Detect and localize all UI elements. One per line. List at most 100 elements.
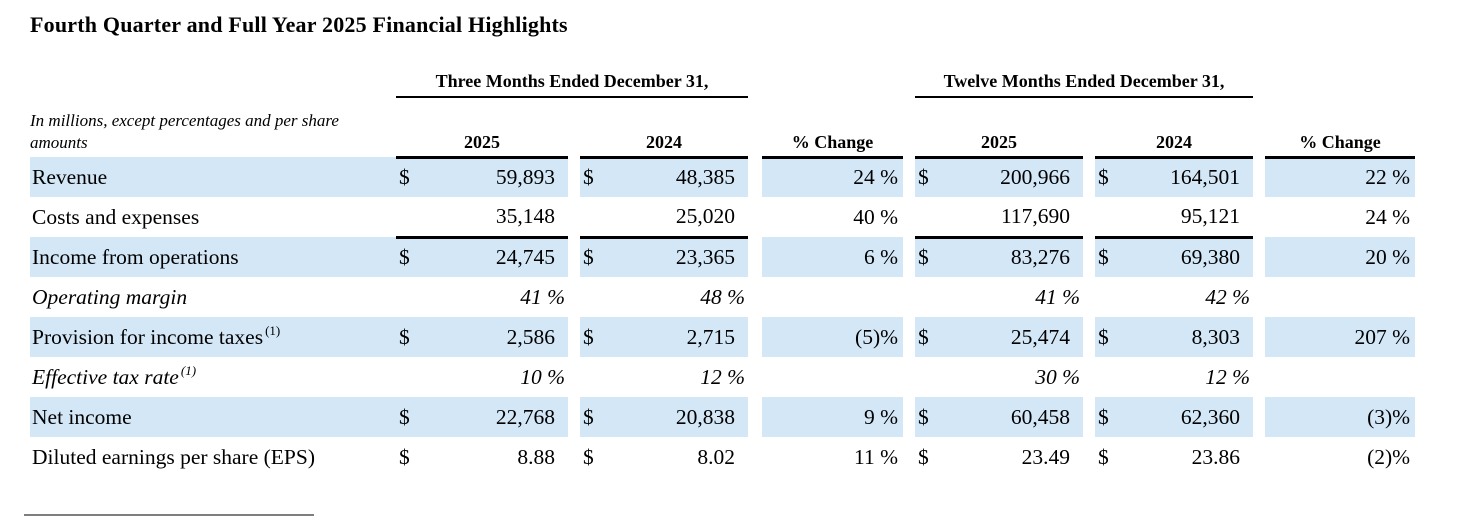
row-label: Effective tax rate (1) [30,357,396,397]
dollar-sign-cell [1095,277,1119,317]
value-cell: 8.02 [697,444,736,469]
row-label: Diluted earnings per share (EPS) [30,437,396,477]
row-label: Operating margin [30,277,396,317]
pct-change-cell: 24 % [1365,204,1411,229]
value-cell: 2,586 [420,317,568,357]
column-gap [568,97,580,157]
column-gap [903,437,915,477]
column-gap [748,317,763,357]
value-cell: 48,385 [604,157,749,197]
dollar-sign-cell [915,357,939,397]
row-label-text: Diluted earnings per share (EPS) [32,444,316,469]
value-cell: 62,360 [1119,397,1254,437]
column-gap [1083,97,1095,157]
column-gap [748,357,762,397]
column-gap [903,357,915,397]
column-gap [903,59,915,97]
column-gap [1083,197,1095,237]
dollar-sign-cell [396,197,420,239]
dollar-sign-cell: $ [399,444,410,469]
value-cell: 25,474 [939,317,1084,357]
dollar-sign-cell [580,277,604,317]
page-title: Fourth Quarter and Full Year 2025 Financ… [30,12,568,37]
pct-change-cell: 20 % [1265,237,1416,277]
footnote-marker: (1) [180,363,197,379]
column-header-fy-2025: 2025 [915,97,1084,159]
column-gap [1083,397,1096,437]
dollar-sign-cell [915,277,939,317]
dollar-sign-cell: $ [396,157,420,197]
row-label: Revenue [30,157,396,197]
dollar-sign-cell: $ [1098,444,1109,469]
pct-change-cell: 207 % [1265,317,1416,357]
dollar-sign-cell: $ [583,444,594,469]
dollar-sign-cell: $ [915,397,940,437]
table-row: Income from operations $24,745 $23,365 6 % $… [30,237,1416,277]
dollar-sign-cell: $ [915,317,940,357]
column-gap [1253,237,1266,277]
pct-change-cell: 6 % [762,237,904,277]
column-gap [748,437,762,477]
column-header-q4-2025: 2025 [396,97,568,159]
dollar-sign-cell: $ [580,397,604,437]
column-gap [748,59,762,97]
dollar-sign-cell [1095,357,1119,397]
table-row: Revenue $59,893 $48,385 24 % $200,966 $164,50… [30,157,1416,197]
column-gap [1253,97,1265,157]
dollar-sign-cell: $ [396,237,420,277]
footnote-rule [24,514,314,516]
value-cell: 48 % [700,284,746,309]
dollar-sign-cell: $ [918,444,929,469]
table-row: Costs and expenses 35,148 25,020 40 % 117,69… [30,197,1415,239]
value-cell: 164,501 [1119,157,1254,197]
value-cell: 24,745 [420,237,568,277]
dollar-sign-cell: $ [396,317,420,357]
column-gap [903,397,916,437]
dollar-sign-cell: $ [1095,317,1120,357]
pct-change-cell: 40 % [853,204,899,229]
value-cell: 20,838 [604,397,749,437]
column-gap [1083,317,1096,357]
row-label: Provision for income taxes (1) [30,317,396,357]
table-row: Net income $22,768 $20,838 9 % $60,458 $62,36… [30,397,1416,437]
value-cell: 35,148 [420,197,568,239]
dollar-sign-cell: $ [1095,237,1120,277]
column-gap [568,197,580,237]
value-cell: 60,458 [939,397,1084,437]
column-gap [568,317,580,357]
pct-change-cell: 24 % [762,157,904,197]
column-gap [748,157,763,197]
header-spacer [762,59,903,97]
dollar-sign-cell: $ [580,157,604,197]
header-spacer [30,59,396,97]
value-cell: 10 % [520,364,565,389]
column-gap [903,277,915,317]
column-header-fy-2024: 2024 [1095,97,1254,159]
row-label: Income from operations [30,237,396,277]
pct-change-cell [762,357,903,397]
table-row: Operating margin 41 % 48 % 41 % 42 % [30,277,1415,317]
dollar-sign-cell: $ [1095,157,1120,197]
pct-change-cell: 22 % [1265,157,1416,197]
dollar-sign-cell [580,357,604,397]
column-gap [748,97,762,157]
header-spacer [1265,59,1415,97]
table-row: Provision for income taxes (1) $2,586 $2,71… [30,317,1416,357]
column-gap [748,197,762,237]
table-body: Revenue $59,893 $48,385 24 % $200,966 $164,50… [30,157,1416,477]
pct-change-cell [1265,277,1415,317]
column-header-fy-change: % Change [1265,97,1416,159]
value-cell: 41 % [1035,284,1081,309]
column-gap [1253,397,1266,437]
column-gap [1253,357,1265,397]
pct-change-cell: 11 % [854,444,899,469]
column-gap [568,437,580,477]
column-gap [1253,317,1266,357]
column-gap [568,157,580,197]
value-cell: 69,380 [1119,237,1254,277]
row-label: Net income [30,397,396,437]
value-cell: 23,365 [604,237,749,277]
dollar-sign-cell [580,197,604,239]
column-gap [903,317,916,357]
value-cell: 22,768 [420,397,568,437]
